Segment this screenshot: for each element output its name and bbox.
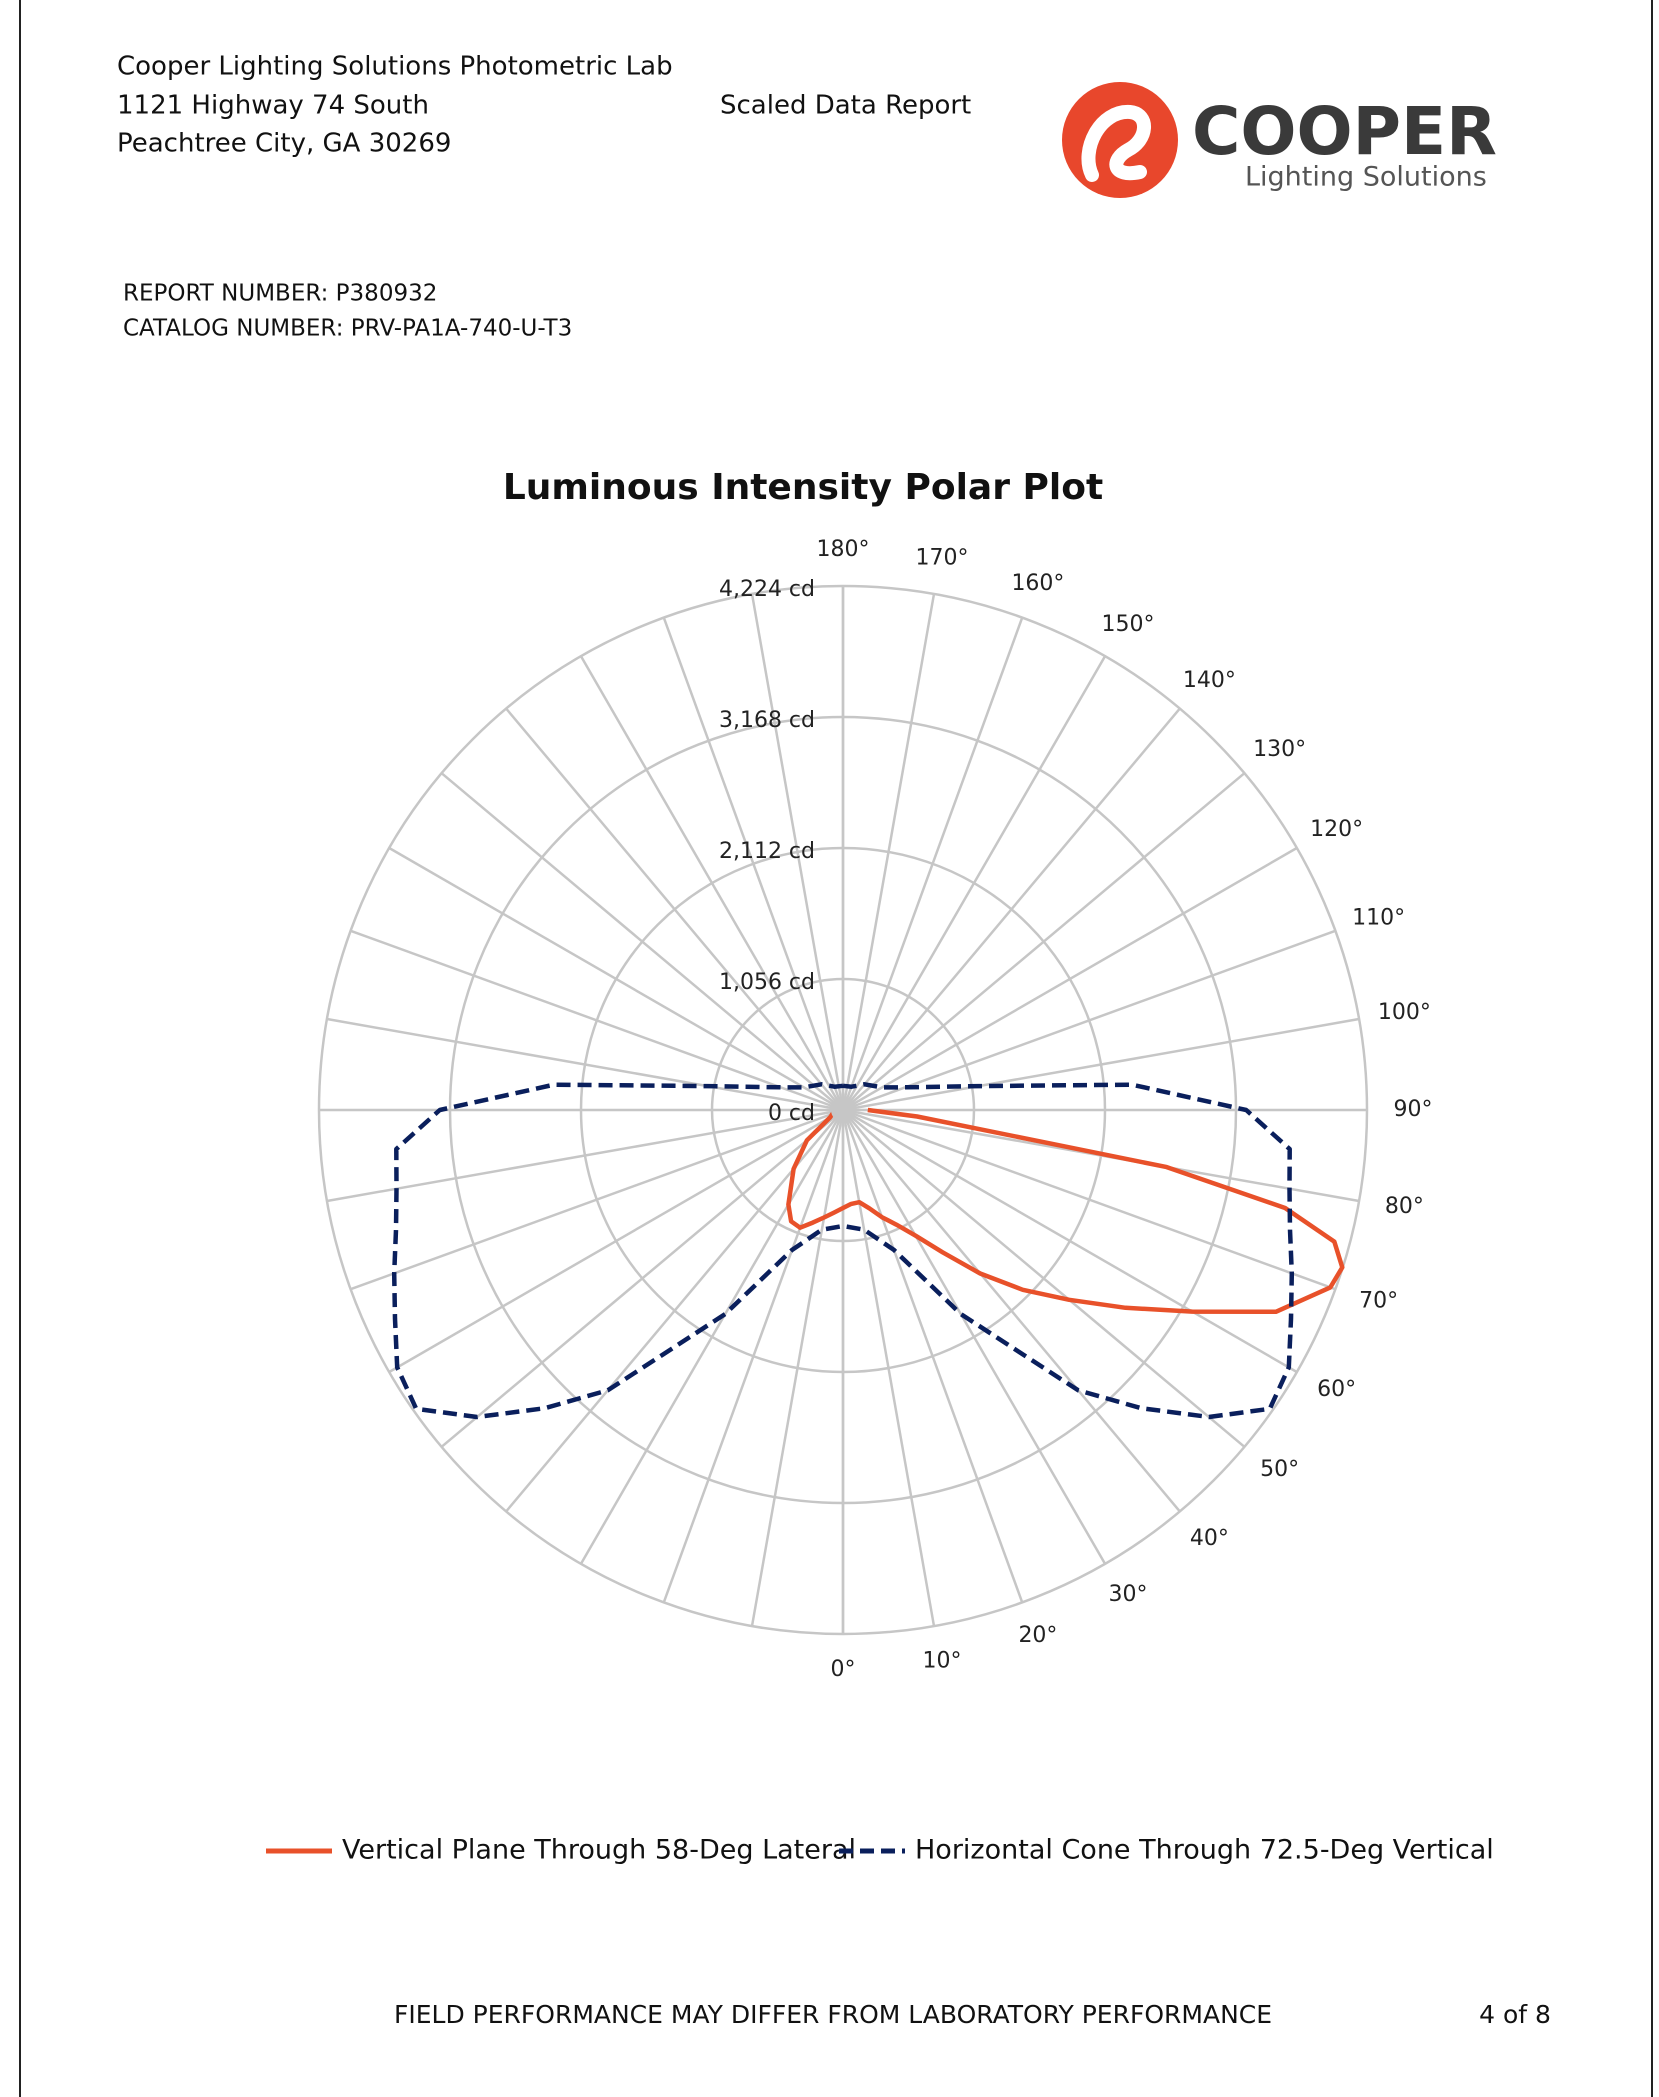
angle-tick-label: 40° [1190,1526,1229,1551]
city: Peachtree City, GA 30269 [117,129,451,159]
center-hub [831,1098,855,1122]
grid-spoke [841,1109,1024,1603]
grid-spoke [842,929,1336,1112]
grid-spoke [662,1109,845,1603]
grid-spoke [841,593,936,1111]
grid-spoke [388,1108,844,1374]
grid-spoke [842,707,1181,1111]
grid-spoke [579,655,845,1111]
angle-tick-label: 80° [1385,1194,1424,1219]
angle-tick-label: 30° [1109,1582,1148,1607]
angle-tick-label: 110° [1352,905,1405,930]
radial-tick-label: 1,056 cd [719,970,815,995]
grid-spoke [662,617,845,1111]
angle-tick-label: 0° [831,1657,856,1682]
radial-tick-label: 4,224 cd [719,577,815,602]
angle-tick-label: 180° [817,537,870,562]
grid-spoke [326,1108,844,1203]
grid-spoke [505,1109,844,1513]
grid-spoke [842,1108,1336,1291]
grid-spoke [842,1017,1360,1112]
legend-label: Horizontal Cone Through 72.5-Deg Vertica… [915,1835,1494,1866]
angle-tick-label: 140° [1183,668,1236,693]
grid-spoke [388,846,844,1112]
grid-spoke [326,1017,844,1112]
angle-tick-label: 130° [1253,737,1306,762]
grid-spoke [579,1109,845,1565]
catalog-number: CATALOG NUMBER: PRV-PA1A-740-U-T3 [123,316,572,342]
report-number: REPORT NUMBER: P380932 [123,281,437,307]
legend-label: Vertical Plane Through 58-Deg Lateral [342,1835,856,1866]
series-line [786,1107,1345,1315]
angle-tick-label: 10° [922,1648,961,1673]
report-title: Scaled Data Report [720,91,971,121]
grid-spoke [505,707,844,1111]
logo-brand: COOPER [1192,93,1497,170]
angle-tick-label: 100° [1378,1000,1431,1025]
grid-spoke [750,593,845,1111]
grid-spoke [350,929,844,1112]
grid-spoke [440,1109,844,1448]
grid-spoke [750,1109,845,1627]
radial-tick-label: 2,112 cd [719,839,815,864]
grid-spoke [842,1108,1298,1374]
angle-tick-label: 120° [1310,817,1363,842]
grid-spoke [842,1109,1181,1513]
grid-spoke [841,617,1024,1111]
grid-spoke [842,846,1298,1112]
disclaimer: FIELD PERFORMANCE MAY DIFFER FROM LABORA… [394,2000,1272,2029]
angle-tick-label: 20° [1018,1623,1057,1648]
logo-tagline: Lighting Solutions [1245,162,1487,193]
grid-spoke [841,1109,1107,1565]
grid-spoke [842,1109,1246,1448]
chart-title: Luminous Intensity Polar Plot [503,467,1103,508]
polar-plot: 0° 10° 20° 30° 40° 50° 60° 70° 80° 90° 100° 110° 120… [266,537,1494,1866]
angle-tick-label: 160° [1011,571,1064,596]
grid-spoke [841,655,1107,1111]
radial-tick-label: 0 cd [768,1101,815,1126]
lab-name: Cooper Lighting Solutions Photometric La… [117,52,673,82]
address: 1121 Highway 74 South [117,91,429,121]
grid-spoke [842,772,1246,1111]
angle-tick-label: 150° [1102,612,1155,637]
series-line [391,1082,1295,1420]
grid-spoke [841,1109,936,1627]
angle-tick-label: 90° [1394,1097,1433,1122]
angle-tick-label: 60° [1317,1377,1356,1402]
page-number: 4 of 8 [1479,2000,1551,2029]
grid-spoke [440,772,844,1111]
radial-tick-label: 3,168 cd [719,708,815,733]
logo: COOPER Lighting Solutions [1062,82,1497,198]
angle-tick-label: 50° [1260,1457,1299,1482]
logo-icon [1062,82,1178,198]
grid-spoke [350,1108,844,1291]
logo-swoosh [1081,105,1151,182]
angle-tick-label: 170° [915,546,968,571]
angle-tick-label: 70° [1359,1289,1398,1314]
